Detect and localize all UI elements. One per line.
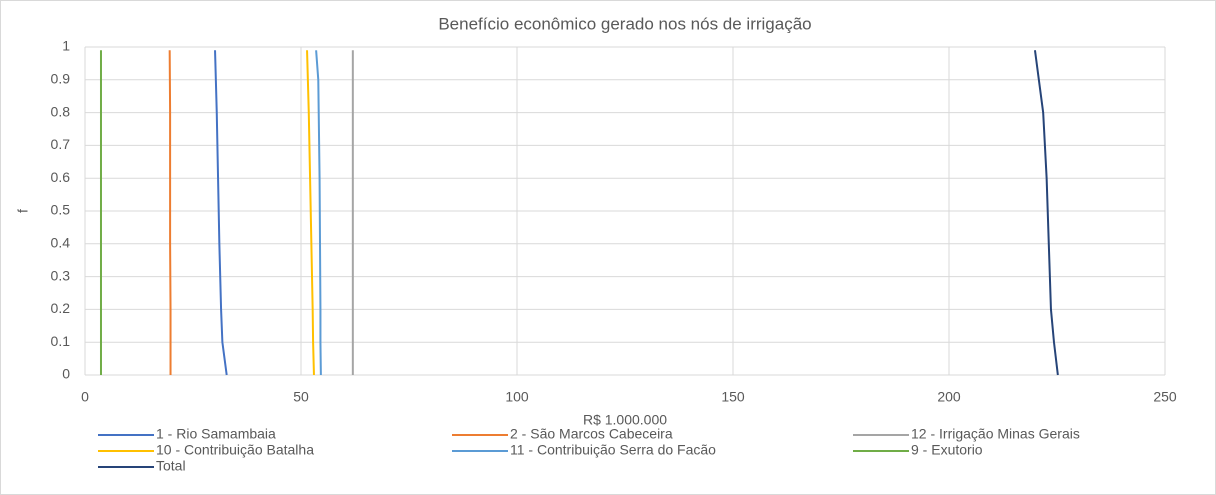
series-line bbox=[168, 50, 172, 375]
legend-label: 2 - São Marcos Cabeceira bbox=[510, 426, 673, 442]
x-tick-label: 50 bbox=[293, 389, 309, 405]
y-tick-label: 0.2 bbox=[51, 300, 71, 316]
chart-title: Benefício econômico gerado nos nós de ir… bbox=[438, 14, 811, 33]
legend-label: Total bbox=[156, 458, 186, 474]
x-tick-label: 100 bbox=[505, 389, 529, 405]
y-tick-label: 0.8 bbox=[51, 103, 71, 119]
series-line bbox=[1033, 50, 1059, 376]
y-tick-label: 0.7 bbox=[51, 136, 71, 152]
x-tick-label: 150 bbox=[721, 389, 745, 405]
legend-label: 1 - Rio Samambaia bbox=[156, 426, 276, 442]
y-axis-title: f bbox=[15, 209, 31, 213]
legend-label: 11 - Contribuição Serra do Facão bbox=[510, 442, 716, 458]
x-tick-label: 0 bbox=[81, 389, 89, 405]
x-tick-label: 250 bbox=[1153, 389, 1177, 405]
y-tick-label: 0.6 bbox=[51, 169, 71, 185]
legend-label: 10 - Contribuição Batalha bbox=[156, 442, 314, 458]
y-tick-label: 0.4 bbox=[51, 235, 71, 251]
series-line bbox=[315, 50, 322, 376]
y-tick-label: 0.1 bbox=[51, 333, 71, 349]
series-line bbox=[214, 50, 228, 376]
x-tick-label: 200 bbox=[937, 389, 961, 405]
y-tick-label: 0 bbox=[62, 366, 70, 382]
legend-label: 12 - Irrigação Minas Gerais bbox=[911, 426, 1080, 442]
y-tick-label: 0.3 bbox=[51, 267, 71, 283]
y-tick-label: 0.9 bbox=[51, 71, 71, 87]
series-line bbox=[306, 50, 315, 376]
x-axis-title: R$ 1.000.000 bbox=[583, 412, 667, 428]
legend-label: 9 - Exutorio bbox=[911, 442, 983, 458]
y-tick-label: 0.5 bbox=[51, 202, 71, 218]
y-tick-label: 1 bbox=[62, 38, 70, 54]
